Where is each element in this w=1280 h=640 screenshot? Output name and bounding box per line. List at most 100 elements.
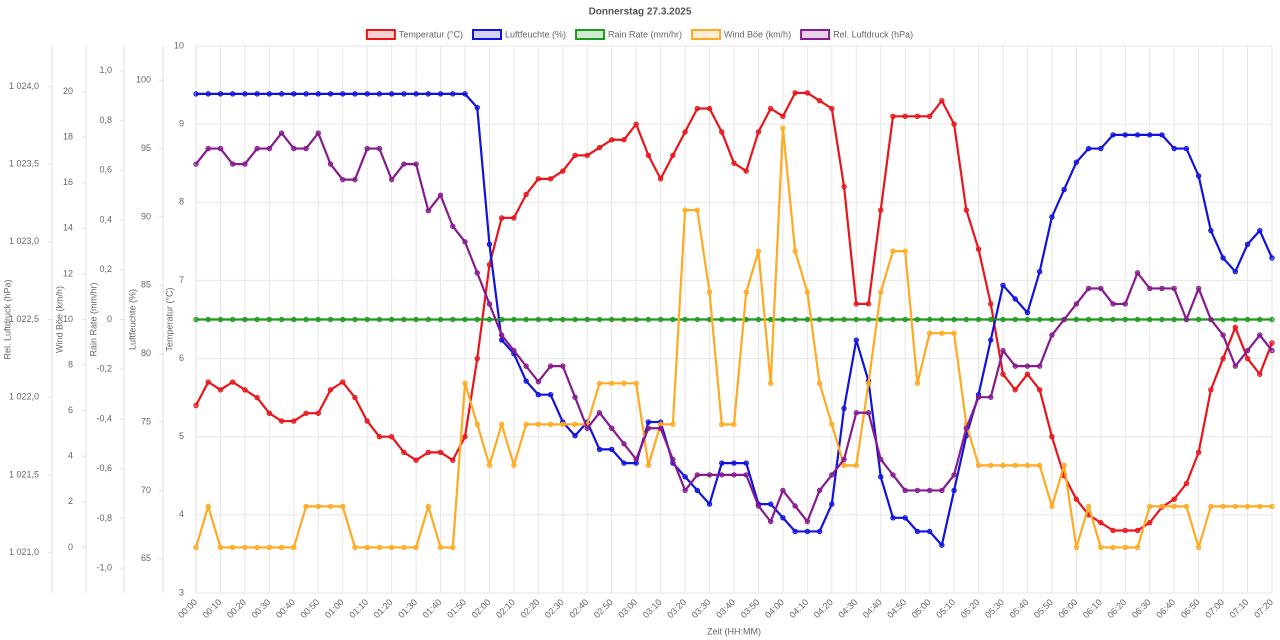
data-point [535,316,542,323]
data-point [1147,503,1153,510]
data-point [486,316,493,323]
data-point [1000,282,1006,289]
data-point [1110,544,1116,551]
data-point [1098,544,1104,551]
data-point [1244,316,1251,323]
x-tick-label: 01:30 [396,597,419,620]
data-point [254,544,260,551]
data-point [926,113,933,120]
y-tick-label: 1 022,5 [9,314,39,324]
data-point [291,418,297,424]
x-tick-label: 03:00 [616,597,639,620]
data-point [914,528,921,535]
data-point [352,176,358,183]
data-point [878,289,884,295]
data-point [1110,132,1116,138]
data-point [1098,316,1104,323]
x-tick-label: 01:50 [445,597,468,620]
data-point [804,528,811,535]
data-point [939,316,945,323]
data-point [926,316,933,323]
data-point [388,91,395,97]
data-point [486,462,493,469]
y-tick-label: 80 [141,348,151,358]
x-tick-label: 06:20 [1105,597,1128,620]
data-point [376,91,383,97]
data-point [975,246,982,252]
data-point [584,425,590,431]
data-point [1159,132,1165,138]
data-point [340,503,346,510]
data-point [1195,449,1202,456]
y-tick-label: 1 024,0 [9,81,39,91]
data-point [878,474,884,480]
data-point [1171,316,1177,323]
data-point [1098,285,1104,292]
data-point [865,410,872,416]
data-point [890,248,896,254]
data-point [1085,145,1092,152]
data-point [816,316,823,323]
x-tick-label: 03:30 [690,597,713,620]
data-point [1244,347,1251,354]
data-point [523,191,529,198]
data-point [706,472,713,478]
data-point [609,380,615,387]
y-tick-label: -0,2 [96,364,112,374]
data-point [327,387,334,393]
x-tick-label: 00:20 [225,597,248,620]
data-point [743,472,749,478]
data-point [829,421,835,428]
data-point [1061,316,1067,323]
y-axis-title: Rel. Luftdruck (hPa) [2,279,12,359]
data-point [315,130,321,136]
data-point [609,137,615,143]
data-point [205,379,211,385]
y-tick-label: 1 021,0 [9,547,39,557]
data-point [352,316,358,323]
data-point [1134,544,1141,551]
data-point [193,91,199,97]
data-point [462,380,468,387]
data-point [804,316,811,323]
data-point [242,91,248,97]
data-point [657,425,664,431]
data-point [303,410,309,416]
data-point [340,91,346,97]
data-point [437,544,444,551]
data-point [694,207,701,213]
data-point [1098,519,1104,526]
data-point [1085,503,1092,510]
data-point [890,515,896,521]
data-point [792,316,798,323]
y-axis-title: Rain Rate (mm/hr) [88,282,98,356]
legend-label: Temperatur (°C) [399,29,463,39]
data-point [254,145,260,152]
data-point [1171,496,1177,502]
y-tick-label: 70 [141,485,151,495]
data-point [413,544,419,551]
data-point [572,421,578,428]
data-point [560,363,566,369]
data-point [1232,503,1239,510]
data-point [633,316,639,323]
data-point [719,316,725,323]
data-point [596,144,603,151]
data-point [303,91,309,97]
data-point [315,503,321,510]
data-point [1098,145,1104,152]
x-tick-label: 06:10 [1081,597,1104,620]
data-point [841,183,847,190]
data-point [278,130,285,136]
x-tick-label: 05:50 [1032,597,1055,620]
data-point [511,215,517,221]
data-point [731,460,737,466]
data-point [364,91,370,97]
y-tick-label: 12 [63,268,73,278]
data-point [719,421,725,428]
data-point [1061,462,1067,469]
data-point [1036,316,1043,323]
data-point [193,316,199,323]
data-point [291,544,297,551]
